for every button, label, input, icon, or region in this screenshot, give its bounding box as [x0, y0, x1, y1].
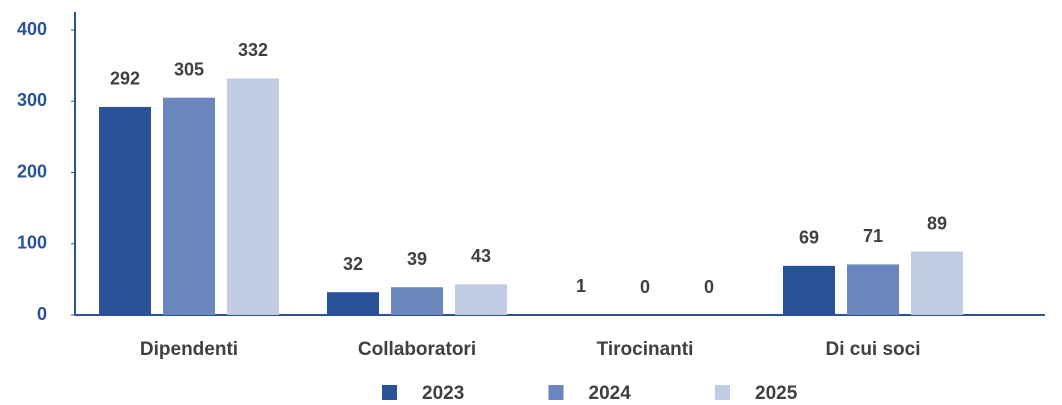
value-label: 292 [110, 69, 140, 89]
bar [555, 314, 607, 315]
value-label: 332 [238, 40, 268, 60]
bar [163, 97, 215, 315]
y-tick-label: 300 [17, 90, 47, 110]
legend-label: 2025 [755, 383, 798, 404]
y-tick-label: 400 [17, 19, 47, 39]
bar [391, 287, 443, 315]
value-label: 89 [927, 213, 947, 233]
bar [327, 292, 379, 315]
x-tick-label: Di cui soci [825, 339, 920, 360]
y-tick-label: 200 [17, 161, 47, 181]
value-label: 43 [471, 246, 491, 266]
x-tick-label: Dipendenti [140, 339, 238, 360]
bar [911, 251, 963, 315]
value-label: 0 [704, 277, 714, 297]
legend-label: 2023 [422, 383, 464, 404]
legend-swatch [548, 385, 564, 400]
bar [455, 284, 507, 315]
bar [227, 78, 279, 315]
value-label: 32 [343, 254, 363, 274]
legend-swatch [715, 385, 730, 400]
legend-label: 2024 [589, 383, 632, 404]
value-label: 305 [174, 59, 204, 79]
value-label: 71 [863, 226, 883, 246]
bar [99, 106, 151, 315]
value-label: 0 [640, 277, 650, 297]
value-label: 1 [576, 276, 586, 296]
y-tick-label: 0 [37, 304, 47, 324]
value-label: 69 [799, 228, 819, 248]
legend-swatch [382, 385, 397, 400]
y-tick-label: 100 [17, 233, 47, 253]
bar [847, 264, 899, 315]
x-tick-label: Tirocinanti [597, 339, 694, 360]
bar [783, 265, 835, 315]
value-label: 39 [407, 249, 427, 269]
x-tick-label: Collaboratori [358, 339, 476, 360]
